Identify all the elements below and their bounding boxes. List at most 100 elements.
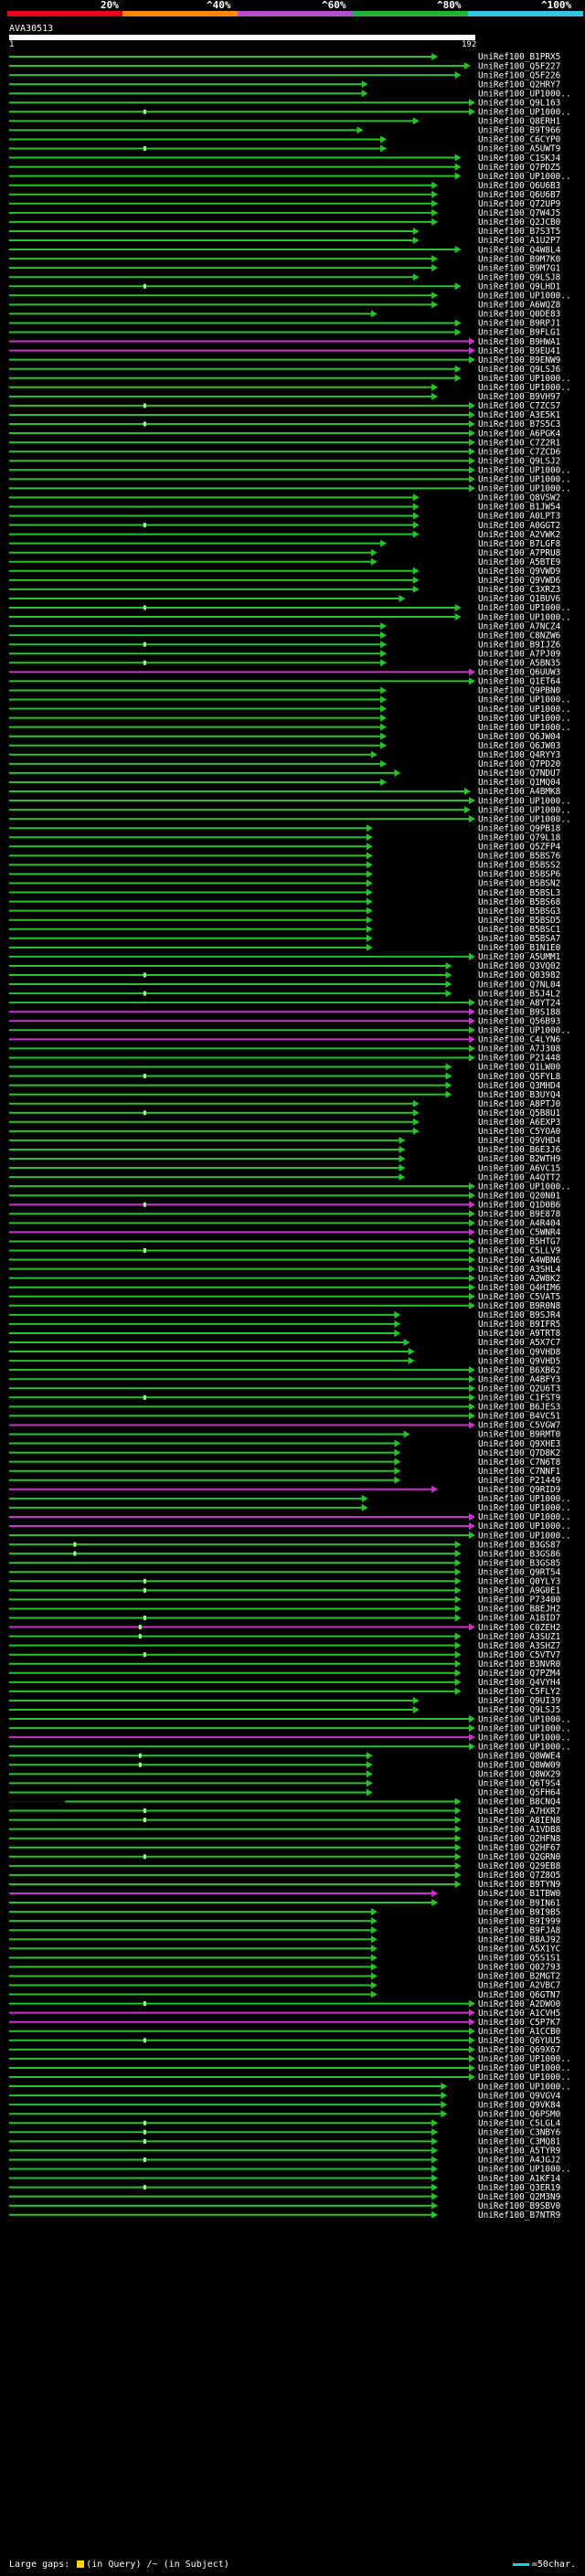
hit-label[interactable]: UniRef100_B4VC51: [478, 1412, 561, 1422]
hit-label[interactable]: UniRef100_Q2M3N9: [478, 2192, 561, 2202]
hit-label[interactable]: UniRef100_Q9VWD9: [478, 567, 561, 577]
hit-label[interactable]: UniRef100_Q4RYY3: [478, 750, 560, 760]
hit-label[interactable]: UniRef100_B5BS68: [478, 897, 561, 907]
hit-label[interactable]: UniRef100_A2DWO0: [478, 1999, 561, 2009]
hit-label[interactable]: UniRef100_B9SBV0: [478, 2201, 561, 2211]
hit-label[interactable]: UniRef100_Q5FH64: [478, 1788, 561, 1798]
hit-label[interactable]: UniRef100_Q9RID9: [478, 1485, 561, 1495]
hit-label[interactable]: UniRef100_A2VWK2: [478, 530, 560, 540]
hit-label[interactable]: UniRef100_C5WNR4: [478, 1228, 561, 1238]
hit-label[interactable]: UniRef100_B9EU41: [478, 346, 561, 356]
hit-label[interactable]: UniRef100_Q9VHD5: [478, 1356, 560, 1366]
hit-label[interactable]: UniRef100_B5BSG3: [478, 906, 560, 917]
hit-label[interactable]: UniRef100_P73400: [478, 1595, 561, 1606]
hit-label[interactable]: UniRef100_A8IEN8: [478, 1816, 561, 1826]
hit-label[interactable]: UniRef100_B9M7K0: [478, 254, 561, 264]
hit-label[interactable]: UniRef100_B9IFR5: [478, 1320, 560, 1330]
hit-label[interactable]: UniRef100_Q9VHD4: [478, 1136, 561, 1146]
hit-label[interactable]: UniRef100_A6PGK4: [478, 429, 561, 439]
hit-label[interactable]: UniRef100_Q8WWE4: [478, 1751, 561, 1761]
hit-label[interactable]: UniRef100_UP1000..: [478, 612, 571, 622]
hit-label[interactable]: UniRef100_Q9VWD6: [478, 576, 561, 586]
hit-label[interactable]: UniRef100_Q4VYH4: [478, 1678, 561, 1688]
hit-label[interactable]: UniRef100_B9FLG1: [478, 328, 561, 338]
hit-label[interactable]: UniRef100_Q6YUU5: [478, 2036, 560, 2046]
hit-label[interactable]: UniRef100_UP1000..: [478, 1723, 571, 1733]
hit-label[interactable]: UniRef100_UP1000..: [478, 2063, 571, 2073]
hit-label[interactable]: UniRef100_UP1000..: [478, 172, 571, 182]
hit-label[interactable]: UniRef100_B8EJH2: [478, 1605, 560, 1615]
hit-label[interactable]: UniRef100_UP1000..: [478, 108, 571, 118]
hit-label[interactable]: UniRef100_Q6UUW3: [478, 668, 560, 678]
hit-label[interactable]: UniRef100_UP1000..: [478, 1182, 571, 1192]
hit-label[interactable]: UniRef100_A5BTE9: [478, 557, 561, 567]
hit-label[interactable]: UniRef100_B5BS76: [478, 852, 561, 862]
hit-label[interactable]: UniRef100_Q79L18: [478, 832, 561, 843]
hit-label[interactable]: UniRef100_C7N6T8: [478, 1458, 561, 1468]
hit-label[interactable]: UniRef100_Q7W4J5: [478, 208, 560, 218]
hit-label[interactable]: UniRef100_Q0DE83: [478, 310, 560, 320]
hit-label[interactable]: UniRef100_UP1000..: [478, 796, 571, 806]
hit-label[interactable]: UniRef100_Q9VK84: [478, 2100, 561, 2110]
hit-label[interactable]: UniRef100_Q2HFN8: [478, 1834, 561, 1844]
hit-label[interactable]: UniRef100_A5X7C7: [478, 1338, 560, 1348]
hit-label[interactable]: UniRef100_UP1000..: [478, 89, 571, 99]
hit-label[interactable]: UniRef100_Q6GTN7: [478, 1990, 560, 2000]
hit-label[interactable]: UniRef100_Q7D8K2: [478, 1448, 560, 1458]
hit-label[interactable]: UniRef100_B5BSS2: [478, 861, 560, 871]
hit-label[interactable]: UniRef100_B3GS85: [478, 1558, 560, 1568]
hit-label[interactable]: UniRef100_UP1000..: [478, 292, 571, 302]
hit-label[interactable]: UniRef100_Q8VSW2: [478, 493, 560, 504]
hit-label[interactable]: UniRef100_B9M7G1: [478, 263, 561, 273]
hit-label[interactable]: UniRef100_A4BFY3: [478, 1374, 560, 1384]
hit-label[interactable]: UniRef100_B9SJR4: [478, 1310, 561, 1320]
hit-label[interactable]: UniRef100_Q3VQ02: [478, 961, 560, 971]
hit-label[interactable]: UniRef100_B1JW54: [478, 503, 561, 513]
hit-label[interactable]: UniRef100_UP1000..: [478, 2165, 571, 2175]
hit-label[interactable]: UniRef100_Q5ZFP4: [478, 843, 561, 853]
hit-label[interactable]: UniRef100_Q1LW00: [478, 1063, 561, 1073]
hit-label[interactable]: UniRef100_Q5F226: [478, 70, 561, 80]
hit-label[interactable]: UniRef100_Q9XHE3: [478, 1439, 560, 1449]
hit-label[interactable]: UniRef100_UP1000..: [478, 2072, 571, 2083]
hit-label[interactable]: UniRef100_B7NTR9: [478, 2210, 561, 2221]
hit-label[interactable]: UniRef100_A0LPT3: [478, 512, 560, 522]
hit-label[interactable]: UniRef100_A0GGT2: [478, 521, 560, 531]
hit-label[interactable]: UniRef100_UP1000..: [478, 484, 571, 494]
hit-label[interactable]: UniRef100_Q5FYL8: [478, 1072, 561, 1082]
hit-label[interactable]: UniRef100_Q29EB8: [478, 1861, 561, 1871]
hit-label[interactable]: UniRef100_Q6JW04: [478, 732, 561, 742]
hit-label[interactable]: UniRef100_Q1D0B6: [478, 1200, 561, 1210]
hit-label[interactable]: UniRef100_B6E3J6: [478, 1145, 561, 1155]
hit-label[interactable]: UniRef100_Q9UI39: [478, 1696, 561, 1706]
hit-label[interactable]: UniRef100_Q3ER19: [478, 2183, 561, 2193]
hit-label[interactable]: UniRef100_B6XB62: [478, 1365, 560, 1375]
hit-label[interactable]: UniRef100_Q9VGV4: [478, 2091, 561, 2101]
hit-label[interactable]: UniRef100_Q1MQ04: [478, 778, 561, 788]
hit-label[interactable]: UniRef100_P21448: [478, 1054, 561, 1064]
hit-label[interactable]: UniRef100_A1U2P7: [478, 236, 560, 246]
hit-label[interactable]: UniRef100_Q9LSJ6: [478, 365, 561, 375]
hit-label[interactable]: UniRef100_Q9LSJ5: [478, 1705, 560, 1715]
hit-label[interactable]: UniRef100_A9TRT8: [478, 1329, 561, 1339]
hit-label[interactable]: UniRef100_Q4HIM6: [478, 1283, 561, 1293]
hit-label[interactable]: UniRef100_Q7PDZ5: [478, 163, 560, 173]
hit-label[interactable]: UniRef100_A5UMM1: [478, 952, 561, 962]
hit-label[interactable]: UniRef100_A1BID7: [478, 1614, 560, 1624]
hit-label[interactable]: UniRef100_B5BSC1: [478, 925, 561, 935]
hit-label[interactable]: UniRef100_Q5F227: [478, 61, 560, 71]
hit-label[interactable]: UniRef100_Q8ERH1: [478, 117, 561, 127]
hit-label[interactable]: UniRef100_Q03982: [478, 970, 560, 981]
hit-label[interactable]: UniRef100_C7Z2R1: [478, 438, 561, 448]
hit-label[interactable]: UniRef100_B3NVR0: [478, 1659, 561, 1670]
hit-label[interactable]: UniRef100_B9HWA1: [478, 337, 561, 347]
hit-label[interactable]: UniRef100_B5J4L2: [478, 989, 560, 999]
hit-label[interactable]: UniRef100_C5LLV9: [478, 1246, 561, 1256]
hit-label[interactable]: UniRef100_Q9LSJ8: [478, 272, 561, 282]
hit-label[interactable]: UniRef100_UP1000..: [478, 1742, 571, 1752]
hit-label[interactable]: UniRef100_Q7NDU7: [478, 769, 560, 779]
hit-label[interactable]: UniRef100_C8NZW6: [478, 631, 561, 641]
hit-label[interactable]: UniRef100_Q2U6T3: [478, 1383, 560, 1394]
hit-label[interactable]: UniRef100_A5X1YC: [478, 1945, 560, 1955]
hit-label[interactable]: UniRef100_A6VC15: [478, 1163, 560, 1173]
